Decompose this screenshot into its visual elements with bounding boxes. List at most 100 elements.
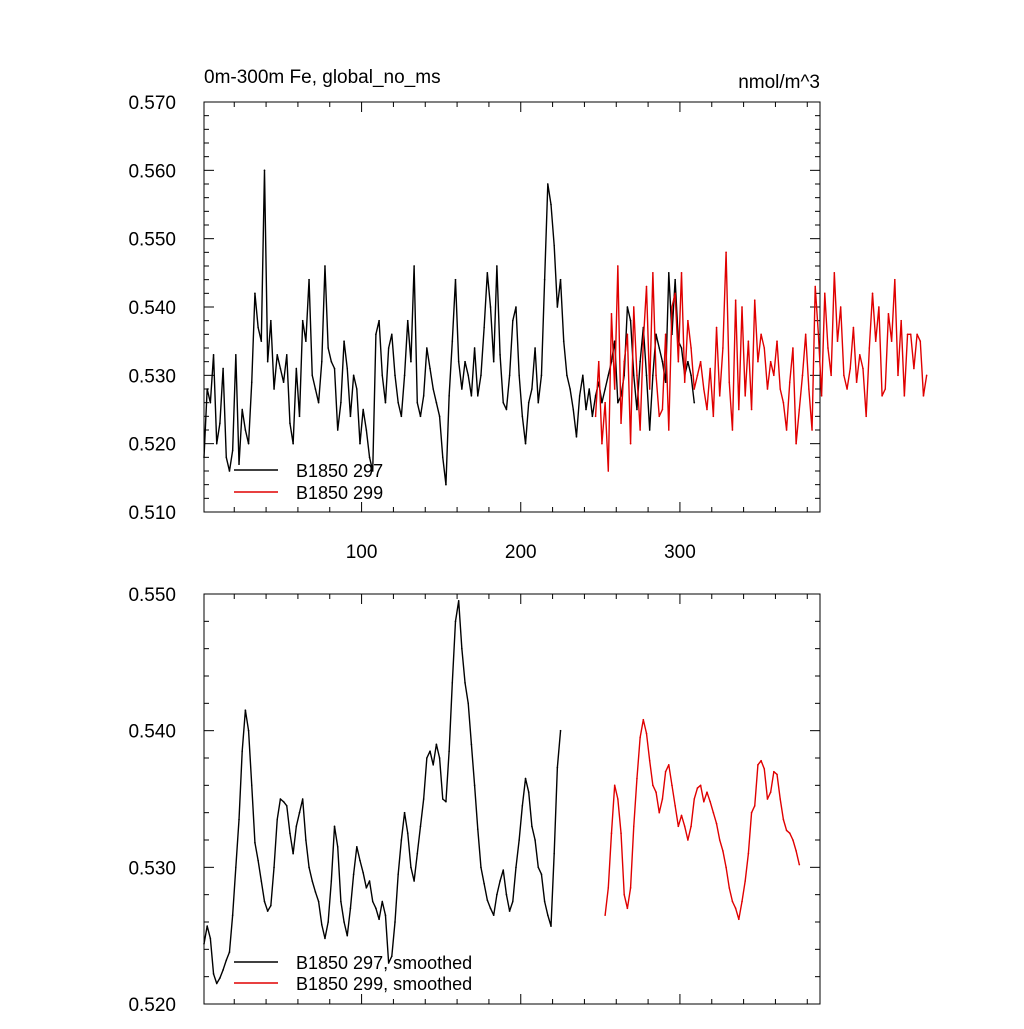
data-point: [279, 367, 282, 370]
data-point: [209, 401, 212, 404]
data-point: [760, 759, 762, 762]
data-point: [422, 798, 425, 800]
data-point: [629, 319, 632, 322]
data-point: [788, 381, 791, 383]
data-point: [626, 306, 629, 308]
data-point: [677, 825, 680, 828]
data-point: [642, 718, 645, 721]
data-point: [664, 381, 667, 383]
data-point: [543, 900, 546, 903]
data-point: [429, 367, 431, 370]
data-point: [524, 442, 527, 445]
y-tick-label: 0.570: [128, 93, 176, 114]
data-point: [308, 866, 310, 869]
series-line: [604, 719, 800, 920]
data-point: [709, 800, 711, 803]
data-point: [620, 422, 622, 424]
data-point: [438, 415, 441, 418]
data-point: [693, 388, 696, 390]
data-point: [537, 866, 540, 869]
y-tick-label: 0.530: [128, 858, 176, 879]
data-point: [238, 463, 240, 465]
data-point: [403, 811, 406, 814]
data-point: [273, 866, 275, 869]
data-point: [903, 395, 906, 397]
data-point: [426, 347, 428, 349]
data-point: [769, 791, 772, 793]
data-point: [324, 265, 326, 267]
data-point: [890, 340, 893, 342]
data-point: [757, 360, 759, 363]
data-point: [788, 832, 791, 834]
data-point: [547, 183, 549, 185]
data-point: [661, 798, 664, 800]
data-point: [658, 811, 661, 814]
data-point: [499, 354, 501, 356]
data-point: [432, 388, 435, 390]
data-point: [483, 326, 485, 329]
data-point: [922, 395, 925, 397]
data-point: [753, 805, 756, 807]
data-point: [461, 647, 463, 650]
data-point: [613, 784, 616, 787]
data-point: [715, 822, 718, 825]
data-point: [699, 360, 702, 363]
data-point: [305, 839, 307, 841]
data-point: [336, 429, 339, 431]
data-point: [639, 736, 641, 739]
data-point: [314, 388, 317, 390]
data-point: [276, 818, 279, 821]
data-point: [464, 360, 466, 363]
data-point: [241, 408, 243, 411]
data-point: [731, 429, 734, 431]
data-point: [470, 743, 473, 746]
data-point: [330, 880, 333, 882]
data-point: [540, 873, 543, 875]
data-point: [769, 360, 772, 363]
data-point: [340, 401, 342, 404]
data-point: [578, 395, 581, 397]
data-point: [881, 395, 883, 397]
data-point: [247, 729, 250, 732]
data-point: [270, 904, 272, 907]
data-point: [534, 347, 536, 349]
data-point: [779, 798, 782, 800]
legend-label: B1850 299, smoothed: [296, 974, 472, 994]
data-point: [368, 456, 371, 459]
data-point: [387, 962, 390, 964]
data-point: [785, 829, 788, 832]
data-point: [667, 272, 670, 274]
data-point: [270, 319, 272, 322]
data-point: [429, 750, 431, 752]
data-point: [219, 422, 221, 424]
data-point: [648, 429, 651, 431]
data-point: [502, 401, 505, 404]
data-point: [680, 347, 683, 349]
data-point: [320, 360, 323, 363]
data-point: [512, 319, 514, 322]
data-point: [454, 278, 457, 281]
data-point: [655, 333, 657, 336]
data-point: [413, 880, 415, 882]
data-point: [782, 401, 785, 404]
x-tick-label: 300: [664, 542, 696, 563]
data-point: [718, 395, 721, 397]
data-point: [289, 832, 291, 834]
data-point: [703, 388, 705, 390]
data-point: [814, 285, 817, 288]
data-point: [623, 360, 626, 363]
data-point: [817, 333, 820, 336]
data-point: [792, 839, 794, 841]
data-point: [610, 313, 613, 315]
data-point: [343, 921, 345, 923]
data-point: [900, 319, 902, 322]
data-point: [508, 910, 511, 912]
data-point: [448, 395, 450, 397]
data-point: [664, 333, 667, 336]
data-point: [667, 429, 670, 431]
data-point: [257, 859, 259, 862]
data-point: [604, 914, 606, 916]
data-point: [629, 442, 632, 445]
data-point: [518, 839, 520, 841]
